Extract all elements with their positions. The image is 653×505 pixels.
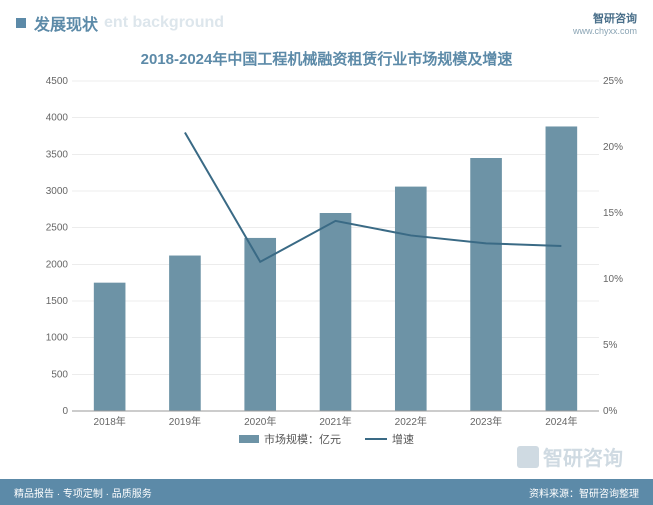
bar (169, 256, 201, 411)
svg-text:4500: 4500 (46, 76, 69, 87)
line-series (185, 132, 561, 261)
bar (244, 238, 276, 411)
watermark-text: 智研咨询 (543, 442, 623, 471)
svg-text:1500: 1500 (46, 296, 69, 307)
section-title: 发展现状 (34, 11, 98, 35)
svg-text:500: 500 (51, 369, 68, 380)
svg-text:2024年: 2024年 (545, 415, 577, 428)
svg-text:2020年: 2020年 (244, 415, 276, 428)
chart-title: 2018-2024年中国工程机械融资租赁行业市场规模及增速 (0, 40, 653, 75)
header-left: 发展现状 ent background (16, 11, 224, 35)
svg-text:2021年: 2021年 (319, 415, 351, 428)
svg-text:2018年: 2018年 (94, 415, 126, 428)
svg-text:5%: 5% (603, 340, 618, 351)
svg-text:0: 0 (62, 406, 68, 417)
footer: 精品报告 · 专项定制 · 品质服务 资料来源：智研咨询整理 (0, 479, 653, 505)
svg-text:10%: 10% (603, 274, 623, 285)
svg-text:20%: 20% (603, 142, 623, 153)
svg-text:2500: 2500 (46, 223, 69, 234)
watermark: 智研咨询 (517, 442, 623, 471)
footer-left: 精品报告 · 专项定制 · 品质服务 (14, 485, 152, 500)
logo: 智研咨询 www.chyxx.com (573, 10, 637, 36)
svg-text:2000: 2000 (46, 259, 69, 270)
bar (320, 213, 352, 411)
bar (470, 158, 502, 411)
bar (94, 283, 126, 411)
svg-text:2023年: 2023年 (470, 415, 502, 428)
header: 发展现状 ent background 智研咨询 www.chyxx.com (0, 0, 653, 40)
swatch-line-icon (365, 438, 387, 440)
chart: 0 500 1000 1500 2000 2500 3000 3500 4000 4500 0% 5%… (38, 75, 633, 435)
watermark-icon (517, 446, 539, 468)
bg-text: ent background (104, 14, 224, 32)
svg-text:0%: 0% (603, 406, 618, 417)
swatch-bar-icon (239, 435, 259, 443)
bullet-icon (16, 18, 26, 28)
chart-svg: 0 500 1000 1500 2000 2500 3000 3500 4000 4500 0% 5%… (38, 75, 633, 435)
svg-text:1000: 1000 (46, 333, 69, 344)
svg-text:15%: 15% (603, 208, 623, 219)
svg-text:3500: 3500 (46, 149, 69, 160)
bar (395, 187, 427, 411)
logo-brand: 智研咨询 (573, 10, 637, 26)
svg-text:2022年: 2022年 (395, 415, 427, 428)
bar (546, 126, 578, 411)
svg-text:25%: 25% (603, 76, 623, 87)
logo-url: www.chyxx.com (573, 26, 637, 36)
svg-text:2019年: 2019年 (169, 415, 201, 428)
svg-text:4000: 4000 (46, 113, 69, 124)
svg-text:3000: 3000 (46, 186, 69, 197)
footer-right: 资料来源：智研咨询整理 (529, 485, 639, 500)
